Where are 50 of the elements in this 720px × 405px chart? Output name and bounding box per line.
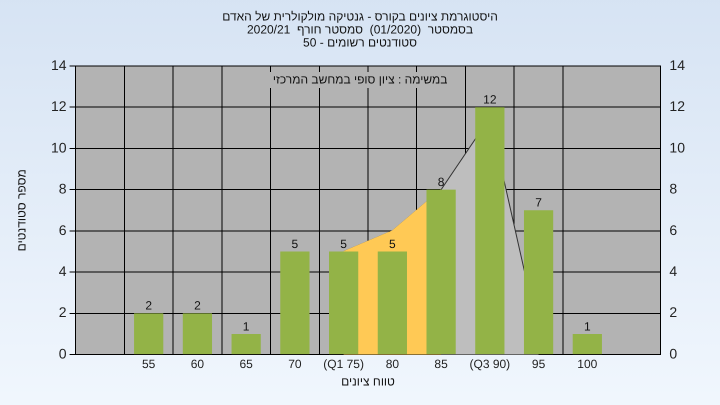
data-label: 12 [483,92,497,107]
bar [475,107,504,354]
bar [426,190,456,354]
bar [329,252,358,354]
y2-tick-label: 4 [669,263,678,279]
y-axis-title: מספר סטודנטים [14,169,28,252]
x-tick-label: (Q1 75) [323,357,364,372]
x-axis-title: טווח ציונים [341,374,396,388]
x-tick-label: 60 [190,357,204,372]
bar [182,313,212,354]
y-tick-label: 8 [58,180,67,197]
y2-tick-label: 10 [669,139,686,156]
data-label: 8 [438,175,445,189]
bar [524,210,554,354]
data-label: 2 [194,298,202,313]
data-label: 2 [145,298,152,313]
y-tick-label: 12 [50,98,67,114]
bar [232,334,261,354]
y2-tick-label: 12 [669,98,686,114]
x-tick-label: 55 [142,357,156,372]
bar [378,252,407,354]
x-tick-label: 80 [386,357,400,372]
y2-tick-label: 0 [669,345,678,362]
y-tick-label: 6 [58,222,67,238]
y2-tick-label: 2 [669,304,678,320]
y-tick-label: 2 [58,304,67,320]
data-label: 1 [242,319,250,334]
x-tick-label: 100 [577,357,598,372]
x-tick-label: 95 [532,357,546,372]
y-tick-label: 14 [50,56,67,73]
data-label: 7 [535,196,542,210]
annotation: במשימה : ציון סופי במחשב המרכזי [272,72,448,86]
data-label: 5 [292,236,299,251]
x-tick-label: 70 [288,357,302,372]
data-label: 5 [389,236,396,251]
y-tick-label: 4 [58,263,67,279]
x-tick-label: 65 [239,357,254,372]
y2-tick-label: 14 [669,56,686,73]
data-label: 1 [584,319,591,334]
y-tick-label: 10 [50,139,67,156]
y2-tick-label: 8 [669,180,678,197]
y-tick-label: 0 [58,345,67,362]
x-tick-label: (Q3 90) [470,357,510,372]
data-label: 5 [340,236,348,251]
y2-tick-label: 6 [669,222,678,238]
bar [280,252,310,354]
chart-title: היסטוגרמת ציונים בקורס - גנטיקה מולקולרית של האדם בסמסטר (01/2020) סמסטר חורף 2020/21 סטודנטים רשומים - 50 [222,9,498,50]
bar [572,334,602,354]
x-tick-label: 85 [434,357,448,372]
bar [134,313,164,354]
